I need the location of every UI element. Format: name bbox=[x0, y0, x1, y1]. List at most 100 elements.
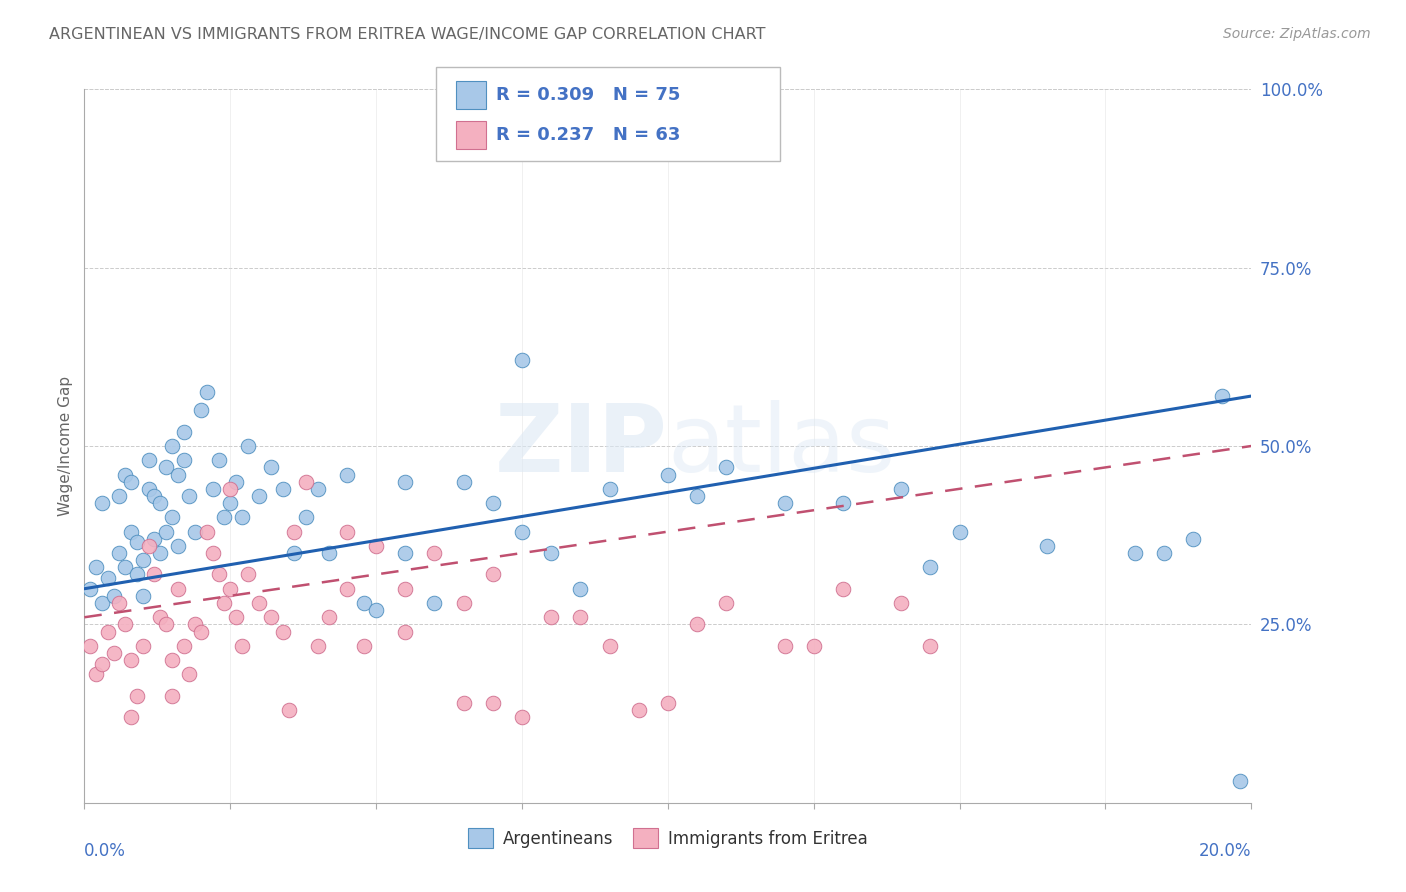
Point bbox=[510, 710, 533, 724]
Point bbox=[90, 596, 112, 610]
Point bbox=[166, 582, 188, 596]
Point bbox=[160, 510, 183, 524]
Point bbox=[90, 496, 112, 510]
Point bbox=[773, 496, 796, 510]
Text: 20.0%: 20.0% bbox=[1199, 842, 1251, 860]
Point bbox=[307, 482, 329, 496]
Point bbox=[686, 617, 709, 632]
Text: ZIP: ZIP bbox=[495, 400, 668, 492]
Point bbox=[173, 425, 195, 439]
Point bbox=[190, 403, 212, 417]
Point bbox=[920, 639, 942, 653]
Point bbox=[155, 460, 177, 475]
Point bbox=[195, 524, 218, 539]
Point bbox=[260, 610, 283, 624]
Point bbox=[657, 467, 679, 482]
Point bbox=[138, 482, 160, 496]
Point bbox=[481, 696, 505, 710]
Point bbox=[207, 567, 229, 582]
Point bbox=[190, 624, 212, 639]
Point bbox=[219, 482, 242, 496]
Point bbox=[336, 524, 359, 539]
Point bbox=[120, 653, 142, 667]
Point bbox=[132, 553, 155, 567]
Point bbox=[195, 385, 218, 400]
Point bbox=[207, 453, 229, 467]
Point bbox=[108, 596, 131, 610]
Point bbox=[686, 489, 709, 503]
Point bbox=[225, 610, 247, 624]
Point bbox=[114, 467, 136, 482]
Point bbox=[890, 596, 912, 610]
Text: R = 0.309   N = 75: R = 0.309 N = 75 bbox=[496, 87, 681, 104]
Point bbox=[114, 560, 136, 574]
Point bbox=[716, 460, 738, 475]
Point bbox=[79, 639, 101, 653]
Point bbox=[260, 460, 283, 475]
Point bbox=[353, 639, 375, 653]
Point bbox=[394, 582, 416, 596]
Point bbox=[231, 639, 253, 653]
Point bbox=[599, 482, 621, 496]
Point bbox=[510, 524, 533, 539]
Point bbox=[103, 646, 125, 660]
Point bbox=[627, 703, 650, 717]
Point bbox=[366, 603, 388, 617]
Point bbox=[271, 482, 294, 496]
Point bbox=[271, 624, 294, 639]
Point bbox=[173, 453, 195, 467]
Point bbox=[773, 639, 796, 653]
Point bbox=[1036, 539, 1059, 553]
Point bbox=[160, 689, 183, 703]
Legend: Argentineans, Immigrants from Eritrea: Argentineans, Immigrants from Eritrea bbox=[461, 822, 875, 855]
Text: atlas: atlas bbox=[668, 400, 896, 492]
Point bbox=[657, 696, 679, 710]
Point bbox=[231, 510, 253, 524]
Point bbox=[155, 617, 177, 632]
Point bbox=[149, 496, 172, 510]
Point bbox=[1229, 774, 1251, 789]
Point bbox=[295, 510, 318, 524]
Point bbox=[160, 653, 183, 667]
Point bbox=[166, 539, 188, 553]
Point bbox=[114, 617, 136, 632]
Point bbox=[295, 475, 318, 489]
Text: ARGENTINEAN VS IMMIGRANTS FROM ERITREA WAGE/INCOME GAP CORRELATION CHART: ARGENTINEAN VS IMMIGRANTS FROM ERITREA W… bbox=[49, 27, 766, 42]
Point bbox=[890, 482, 912, 496]
Point bbox=[184, 617, 207, 632]
Point bbox=[84, 667, 107, 681]
Point bbox=[79, 582, 101, 596]
Point bbox=[125, 689, 148, 703]
Point bbox=[249, 489, 271, 503]
Point bbox=[132, 589, 155, 603]
Point bbox=[143, 489, 166, 503]
Point bbox=[1123, 546, 1146, 560]
Point bbox=[97, 571, 120, 585]
Point bbox=[90, 657, 112, 671]
Point bbox=[1153, 546, 1175, 560]
Point bbox=[160, 439, 183, 453]
Point bbox=[920, 560, 942, 574]
Point bbox=[423, 596, 446, 610]
Point bbox=[184, 524, 207, 539]
Point bbox=[179, 489, 201, 503]
Point bbox=[307, 639, 329, 653]
Point bbox=[138, 453, 160, 467]
Point bbox=[132, 639, 155, 653]
Point bbox=[336, 467, 359, 482]
Point bbox=[394, 624, 416, 639]
Point bbox=[120, 475, 142, 489]
Point bbox=[149, 546, 172, 560]
Point bbox=[249, 596, 271, 610]
Point bbox=[143, 532, 166, 546]
Point bbox=[803, 639, 825, 653]
Point bbox=[540, 610, 562, 624]
Text: Source: ZipAtlas.com: Source: ZipAtlas.com bbox=[1223, 27, 1371, 41]
Point bbox=[179, 667, 201, 681]
Point bbox=[277, 703, 299, 717]
Point bbox=[125, 567, 148, 582]
Point bbox=[318, 610, 340, 624]
Point bbox=[219, 496, 242, 510]
Text: 0.0%: 0.0% bbox=[84, 842, 127, 860]
Point bbox=[155, 524, 177, 539]
